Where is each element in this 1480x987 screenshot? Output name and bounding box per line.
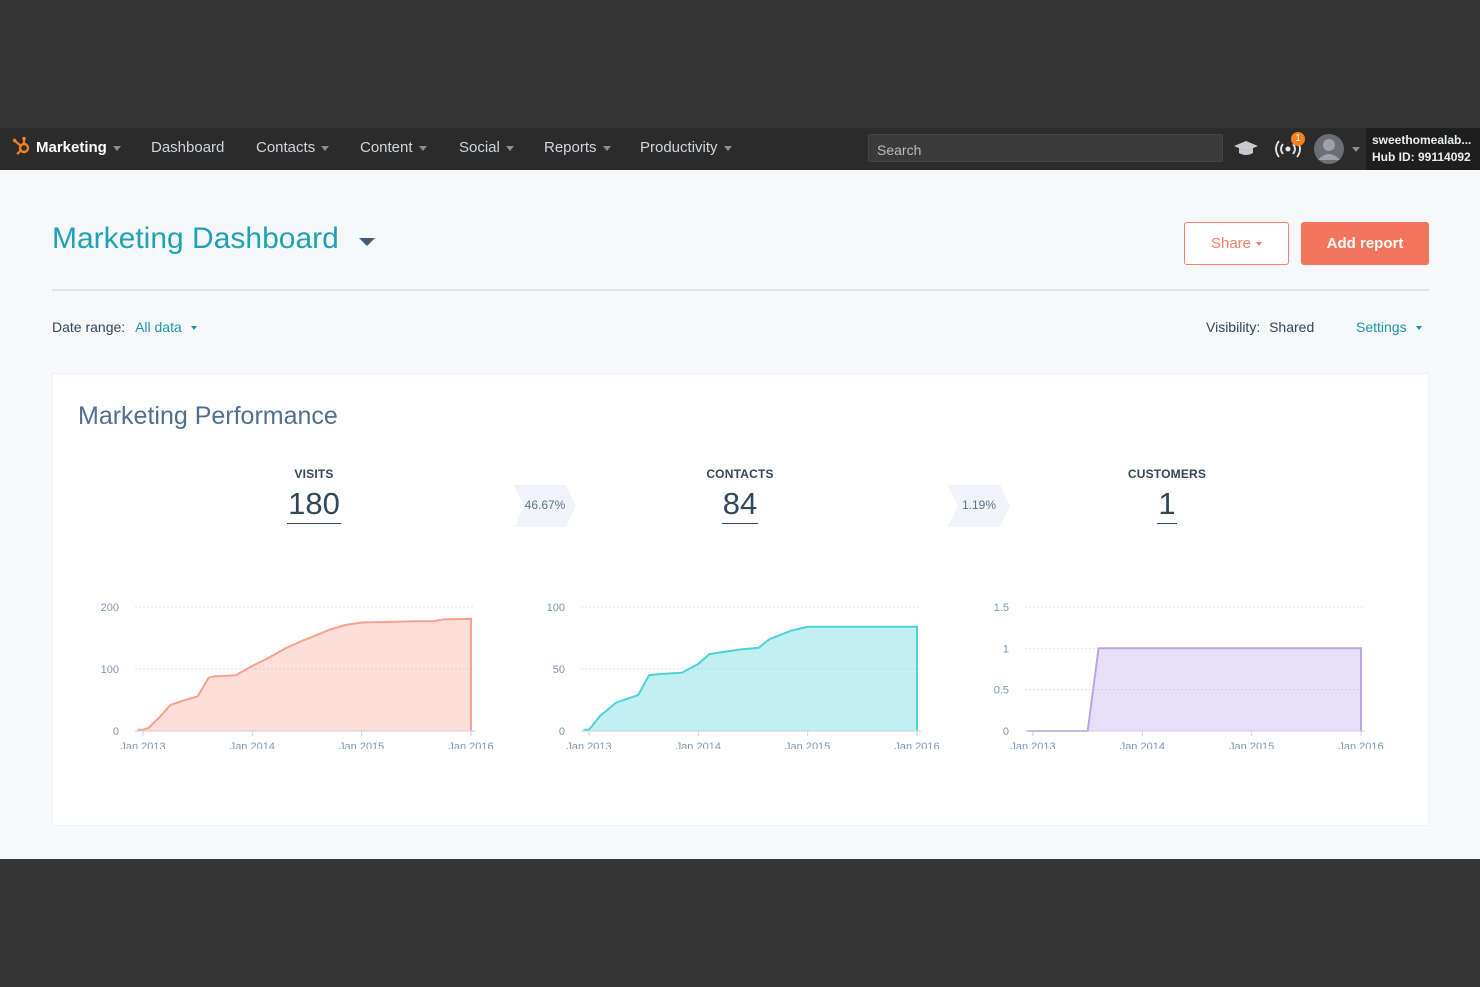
nav-item-label: Contacts xyxy=(256,139,316,156)
date-range-label: Date range: xyxy=(52,319,126,335)
header-divider xyxy=(52,289,1429,291)
nav-marketing-menu[interactable]: Marketing xyxy=(12,128,121,170)
y-tick-label: 50 xyxy=(553,664,565,676)
account-chevron-down-icon[interactable] xyxy=(1352,147,1360,152)
add-report-button[interactable]: Add report xyxy=(1301,222,1429,265)
account-menu[interactable]: sweethomealab... Hub ID: 99114092 xyxy=(1366,128,1480,170)
account-name: sweethomealab... xyxy=(1372,133,1472,147)
share-button[interactable]: Share xyxy=(1184,222,1289,265)
top-nav: Marketing Dashboard Contacts Content Soc… xyxy=(0,128,1480,170)
page-title[interactable]: Marketing Dashboard xyxy=(52,222,339,255)
nav-item-label: Dashboard xyxy=(151,139,225,156)
y-tick-label: 100 xyxy=(547,602,565,614)
dashboard-switcher-chevron-icon[interactable] xyxy=(359,238,375,246)
settings-label: Settings xyxy=(1356,319,1407,335)
hub-id: Hub ID: 99114092 xyxy=(1372,150,1471,164)
nav-item-productivity[interactable]: Productivity xyxy=(640,128,732,170)
x-tick-label: Jan 2014 xyxy=(676,741,721,749)
search-placeholder: Search xyxy=(877,142,922,158)
rate-arrow-shape xyxy=(948,485,1010,527)
x-tick-label: Jan 2015 xyxy=(1229,741,1274,749)
y-tick-label: 0 xyxy=(1003,726,1009,738)
nav-item-social[interactable]: Social xyxy=(459,128,514,170)
academy-cap-icon[interactable] xyxy=(1233,140,1259,158)
series-line[interactable] xyxy=(583,625,918,731)
nav-item-label: Social xyxy=(459,139,500,156)
nav-item-label: Content xyxy=(360,139,413,156)
chevron-down-icon xyxy=(321,145,330,151)
card-title: Marketing Performance xyxy=(78,402,338,430)
kpi-value[interactable]: 84 xyxy=(721,487,759,524)
y-tick-label: 200 xyxy=(101,602,119,614)
visibility-label: Visibility: xyxy=(1206,319,1261,335)
y-tick-label: 100 xyxy=(101,664,119,676)
series-line[interactable] xyxy=(137,617,472,731)
y-tick-label: 0 xyxy=(559,726,565,738)
kpi-label: VISITS xyxy=(294,467,334,481)
date-range-value: All data xyxy=(135,319,182,335)
date-range-dropdown[interactable]: All data xyxy=(135,319,197,335)
share-label: Share xyxy=(1210,235,1252,252)
nav-item-label: Productivity xyxy=(640,139,718,156)
x-tick-label: Jan 2016 xyxy=(448,741,493,749)
chevron-down-icon xyxy=(418,145,427,151)
chevron-down-icon xyxy=(602,145,611,151)
customers-area-chart: 0 0.5 1 1.5 Jan 2013 Jan 2014 Jan 2015 Jan 2016 xyxy=(994,602,1384,749)
kpi-visits: VISITS 180 xyxy=(234,467,394,524)
kpi-label: CUSTOMERS xyxy=(1127,467,1207,481)
chevron-down-icon xyxy=(1256,242,1263,247)
visibility-info: Visibility: Shared xyxy=(1206,319,1314,335)
conversion-rate: 1.19% xyxy=(961,498,997,512)
nav-item-content[interactable]: Content xyxy=(360,128,427,170)
visibility-value: Shared xyxy=(1269,319,1315,335)
x-tick-label: Jan 2015 xyxy=(339,741,384,749)
x-tick-label: Jan 2016 xyxy=(894,741,939,749)
kpi-contacts: CONTACTS 84 xyxy=(660,467,820,524)
chevron-down-icon xyxy=(112,145,121,151)
x-tick-label: Jan 2014 xyxy=(230,741,275,749)
y-tick-label: 0.5 xyxy=(994,685,1009,697)
rate-arrow-shape xyxy=(514,485,576,527)
contacts-area-chart: 0 50 100 Jan 2013 Jan 2014 Jan 2015 Jan 2016 xyxy=(547,602,940,749)
y-tick-label: 0 xyxy=(113,726,119,738)
kpi-value[interactable]: 180 xyxy=(287,487,341,524)
chevron-down-icon xyxy=(505,145,514,151)
x-tick-label: Jan 2016 xyxy=(1338,741,1383,749)
x-tick-label: Jan 2013 xyxy=(1010,741,1055,749)
conversion-rate: 46.67% xyxy=(524,498,566,512)
y-tick-label: 1.5 xyxy=(994,602,1009,614)
chevron-down-icon xyxy=(190,326,197,331)
app-window: Marketing Dashboard Contacts Content Soc… xyxy=(0,128,1480,859)
sprocket-logo-icon xyxy=(12,136,30,155)
search-input[interactable]: Search xyxy=(868,134,1223,162)
x-tick-label: Jan 2014 xyxy=(1120,741,1165,749)
settings-dropdown[interactable]: Settings xyxy=(1356,319,1422,335)
y-tick-label: 1 xyxy=(1003,643,1009,655)
kpi-customers: CUSTOMERS 1 xyxy=(1087,467,1247,524)
chevron-down-icon xyxy=(723,145,732,151)
x-tick-label: Jan 2013 xyxy=(566,741,611,749)
series-area[interactable] xyxy=(583,626,918,731)
nav-item-contacts[interactable]: Contacts xyxy=(256,128,330,170)
series-area[interactable] xyxy=(137,618,472,731)
nav-brand-label: Marketing xyxy=(36,139,107,156)
x-tick-label: Jan 2013 xyxy=(120,741,165,749)
series-area[interactable] xyxy=(1027,648,1362,731)
kpi-value[interactable]: 1 xyxy=(1157,487,1177,524)
x-tick-label: Jan 2015 xyxy=(785,741,830,749)
chevron-down-icon xyxy=(1415,326,1422,331)
notification-count-badge: 1 xyxy=(1291,132,1305,146)
nav-item-reports[interactable]: Reports xyxy=(544,128,611,170)
visits-area-chart: 0 100 200 Jan 2013 Jan 2014 Jan 2015 Jan 2016 xyxy=(101,602,494,749)
kpi-label: CONTACTS xyxy=(706,467,774,481)
marketing-performance-card: Marketing Performance VISITS 180 CONTACT… xyxy=(52,373,1429,826)
nav-item-label: Reports xyxy=(544,139,597,156)
avatar-icon[interactable] xyxy=(1313,133,1345,165)
nav-item-dashboard[interactable]: Dashboard xyxy=(151,128,224,170)
date-range-filter: Date range: All data xyxy=(52,319,197,335)
